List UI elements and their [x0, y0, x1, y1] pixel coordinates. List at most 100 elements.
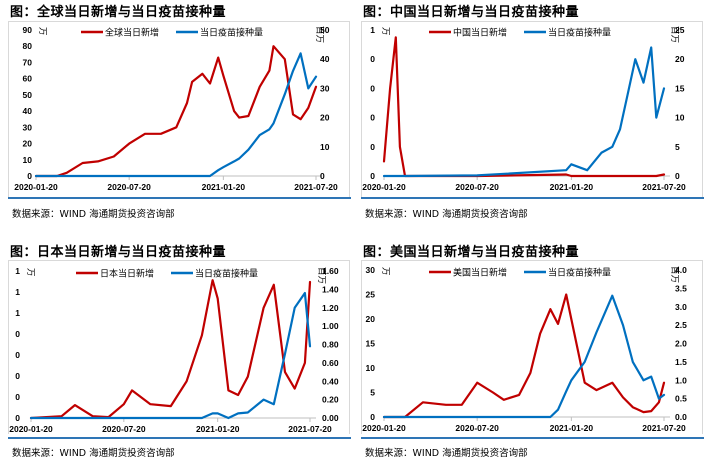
legend-label-cases: 日本当日新增 — [100, 268, 154, 280]
left-axis-tick: 0 — [370, 412, 375, 422]
right-axis-tick: 5 — [675, 142, 680, 152]
x-tick-label: 2021-01-20 — [550, 182, 594, 192]
right-axis-tick: 0 — [675, 171, 680, 181]
left-unit-label: 万 — [25, 268, 35, 277]
left-axis-tick: 1 — [15, 308, 20, 318]
legend-label-vaccine: 当日疫苗接种量 — [548, 27, 611, 39]
left-axis-tick: 0 — [370, 171, 375, 181]
divider-line — [8, 437, 351, 439]
x-tick-label: 2020-01-20 — [362, 423, 406, 433]
chart-title: 图：中国当日新增与当日疫苗接种量 — [363, 5, 580, 20]
divider-line — [8, 197, 351, 199]
x-tick-label: 2021-01-20 — [196, 424, 240, 434]
x-tick-label: 2020-01-20 — [362, 182, 406, 192]
right-axis-tick: 0.20 — [322, 395, 339, 405]
chart-panel-china: 图：中国当日新增与当日疫苗接种量 2020-01-20 2020-07-20 202… — [353, 0, 704, 230]
chart-title: 图：全球当日新增与当日疫苗接种量 — [10, 5, 227, 20]
chart-svg: 2020-01-20 2020-07-20 2021-01-20 2021-07-20… — [14, 25, 338, 192]
right-unit-label: 百万 — [669, 26, 679, 43]
right-axis-tick: 0.5 — [675, 394, 687, 404]
chart-panel-global: 图：全球当日新增与当日疫苗接种量 2020-01-20 2020-07-20 202… — [0, 0, 351, 230]
left-axis-tick: 30 — [366, 265, 376, 275]
left-axis-tick: 0 — [15, 413, 20, 423]
right-axis-tick: 0.60 — [322, 358, 339, 368]
right-axis-tick: 1.40 — [322, 284, 339, 294]
chart-panel-japan: 图：日本当日新增与当日疫苗接种量 2020-01-20 2020-07-20 202… — [0, 230, 351, 460]
right-axis-tick: 1.20 — [322, 303, 339, 313]
x-tick-label: 2020-07-20 — [455, 182, 499, 192]
right-axis-tick: 10 — [320, 142, 330, 152]
left-axis-tick: 1 — [15, 266, 20, 276]
series-line-cases — [34, 45, 318, 178]
legend-label-cases: 中国当日新增 — [453, 27, 507, 39]
chart-panel-usa: 图：美国当日新增与当日疫苗接种量 2020-01-20 2020-07-20 202… — [353, 230, 704, 460]
right-unit-label: 百万 — [314, 26, 324, 43]
right-axis-tick: 2.0 — [675, 339, 687, 349]
chart-svg: 2020-01-20 2020-07-20 2021-01-20 2021-07-20… — [362, 25, 686, 192]
right-axis-tick: 0.80 — [322, 340, 339, 350]
source-note: 数据来源：WIND 海通期货投资咨询部 — [365, 209, 528, 220]
chart-svg: 2020-01-20 2020-07-20 2021-01-20 2021-07-20… — [362, 265, 687, 433]
left-axis-tick: 0 — [15, 371, 20, 381]
right-unit-label: 百万 — [316, 267, 326, 284]
right-axis-tick: 50 — [320, 25, 330, 35]
right-axis-tick: 15 — [675, 83, 685, 93]
x-tick-label: 2021-07-20 — [288, 424, 332, 434]
left-axis-tick: 80 — [23, 41, 33, 51]
legend-label-vaccine: 当日疫苗接种量 — [200, 27, 263, 39]
right-axis-tick: 1.60 — [322, 266, 339, 276]
legend-label-vaccine: 当日疫苗接种量 — [195, 268, 258, 280]
legend-label-cases: 全球当日新增 — [105, 27, 159, 39]
left-axis-tick: 0 — [15, 392, 20, 402]
left-axis-tick: 30 — [23, 122, 33, 132]
x-tick-label: 2020-01-20 — [9, 424, 53, 434]
chart-title: 图：美国当日新增与当日疫苗接种量 — [363, 245, 580, 260]
right-axis-tick: 20 — [320, 113, 330, 123]
right-axis-tick: 0.0 — [675, 412, 687, 422]
left-axis-tick: 70 — [23, 57, 33, 67]
x-tick-label: 2020-07-20 — [107, 182, 151, 192]
x-tick-label: 2020-01-20 — [14, 182, 58, 192]
x-tick-label: 2021-07-20 — [294, 182, 338, 192]
left-unit-label: 万 — [380, 267, 390, 276]
right-axis-tick: 20 — [675, 54, 685, 64]
right-axis-tick: 4.0 — [675, 265, 687, 275]
left-axis-tick: 20 — [366, 314, 376, 324]
divider-line — [361, 437, 704, 439]
left-axis-tick: 10 — [366, 363, 376, 373]
right-axis-tick: 40 — [320, 54, 330, 64]
x-tick-label: 2021-07-20 — [642, 182, 686, 192]
source-note: 数据来源：WIND 海通期货投资咨询部 — [12, 209, 175, 220]
left-axis-tick: 60 — [23, 74, 33, 84]
right-axis-tick: 0.40 — [322, 376, 339, 386]
divider-line — [361, 197, 704, 199]
left-axis-tick: 0 — [27, 171, 32, 181]
x-tick-label: 2021-01-20 — [550, 423, 594, 433]
left-axis-tick: 15 — [366, 339, 376, 349]
chart-area — [8, 260, 350, 434]
left-axis-tick: 0 — [370, 83, 375, 93]
x-tick-label: 2021-01-20 — [202, 182, 246, 192]
left-axis-tick: 10 — [23, 155, 33, 165]
left-axis-tick: 0 — [370, 142, 375, 152]
right-axis-tick: 1.00 — [322, 321, 339, 331]
x-tick-label: 2021-07-20 — [642, 423, 686, 433]
left-axis-tick: 20 — [23, 139, 33, 149]
left-axis-tick: 0 — [370, 113, 375, 123]
right-axis-tick: 30 — [320, 83, 330, 93]
right-axis-tick: 10 — [675, 113, 685, 123]
series-line-vaccine — [34, 52, 318, 178]
chart-title: 图：日本当日新增与当日疫苗接种量 — [10, 245, 227, 260]
left-axis-tick: 50 — [23, 90, 33, 100]
series-line-cases — [382, 293, 666, 419]
chart-area — [361, 21, 703, 197]
left-axis-tick: 5 — [370, 388, 375, 398]
right-axis-tick: 1.0 — [675, 375, 687, 385]
left-axis-tick: 25 — [366, 290, 376, 300]
legend-label-vaccine: 当日疫苗接种量 — [548, 267, 611, 279]
x-tick-label: 2020-07-20 — [455, 423, 499, 433]
left-unit-label: 万 — [380, 27, 390, 36]
right-axis-tick: 0.00 — [322, 413, 339, 423]
left-axis-tick: 40 — [23, 106, 33, 116]
series-line-vaccine — [29, 291, 312, 420]
